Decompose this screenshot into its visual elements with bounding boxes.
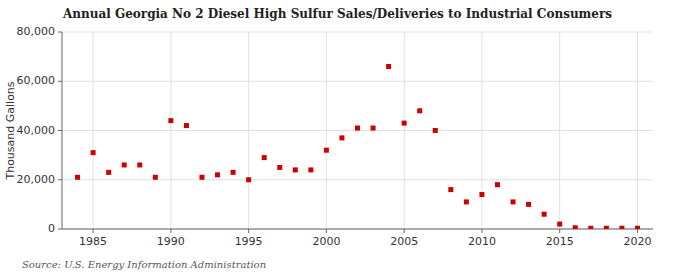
tick [404, 229, 405, 233]
point [122, 162, 127, 167]
grid-line [404, 32, 405, 229]
point [293, 167, 298, 172]
point [557, 222, 562, 227]
tick [93, 229, 94, 233]
points [75, 64, 640, 229]
tick-label: 2015 [546, 235, 574, 248]
source: Source: U.S. Energy Information Administ… [22, 259, 266, 270]
tick-label: 60,000 [17, 74, 56, 87]
grid-line [170, 32, 171, 229]
point [168, 118, 173, 123]
y-axis [62, 32, 63, 229]
y-axis-label: Thousand Gallons [4, 81, 17, 180]
point [308, 167, 313, 172]
point [262, 155, 267, 160]
tick-label: 1995 [235, 235, 263, 248]
tick [58, 179, 62, 180]
point [448, 187, 453, 192]
grid-line [326, 32, 327, 229]
point [604, 226, 609, 229]
grid-line [559, 32, 560, 229]
point [215, 172, 220, 177]
point [542, 212, 547, 217]
point [277, 165, 282, 170]
point [526, 202, 531, 207]
tick-label: 40,000 [17, 124, 56, 137]
point [386, 64, 391, 69]
tick-label: 2010 [468, 235, 496, 248]
tick [637, 229, 638, 233]
tick [58, 32, 62, 33]
grid-line [248, 32, 249, 229]
point [339, 135, 344, 140]
point [106, 170, 111, 175]
point [231, 170, 236, 175]
title: Annual Georgia No 2 Diesel High Sulfur S… [62, 7, 612, 21]
point [371, 126, 376, 131]
point [199, 175, 204, 180]
tick [58, 229, 62, 230]
point [324, 148, 329, 153]
tick [58, 130, 62, 131]
point [635, 226, 640, 229]
point [75, 175, 80, 180]
grid-line [62, 229, 653, 230]
tick-label: 80,000 [17, 25, 56, 38]
tick-label: 2000 [312, 235, 340, 248]
tick-label: 2020 [623, 235, 651, 248]
grid-line [62, 32, 653, 33]
tick [248, 229, 249, 233]
point [511, 199, 516, 204]
grid-line [637, 32, 638, 229]
tick [170, 229, 171, 233]
point [137, 162, 142, 167]
axes: 0 20,000 40,000 60,000 80,000 1985 1990 1995 200… [17, 25, 654, 248]
point [417, 108, 422, 113]
tick [559, 229, 560, 233]
point [479, 192, 484, 197]
point [402, 121, 407, 126]
point [495, 182, 500, 187]
tick [481, 229, 482, 233]
x-axis [62, 229, 653, 230]
grid-line [62, 81, 653, 82]
point [355, 126, 360, 131]
point [573, 225, 578, 229]
chart: 0 20,000 40,000 60,000 80,000 1985 1990 1995 200… [0, 0, 675, 275]
point [588, 226, 593, 229]
grid-line [62, 179, 653, 180]
point [91, 150, 96, 155]
point [246, 177, 251, 182]
tick-label: 1990 [157, 235, 185, 248]
tick-label: 0 [48, 222, 55, 235]
point [464, 199, 469, 204]
grid-line [481, 32, 482, 229]
grid [62, 32, 653, 229]
tick [326, 229, 327, 233]
point [433, 128, 438, 133]
point [184, 123, 189, 128]
tick-label: 1985 [79, 235, 107, 248]
tick [58, 81, 62, 82]
tick-label: 2005 [390, 235, 418, 248]
tick-label: 20,000 [17, 173, 56, 186]
point [153, 175, 158, 180]
point [619, 226, 624, 229]
grid-line [93, 32, 94, 229]
